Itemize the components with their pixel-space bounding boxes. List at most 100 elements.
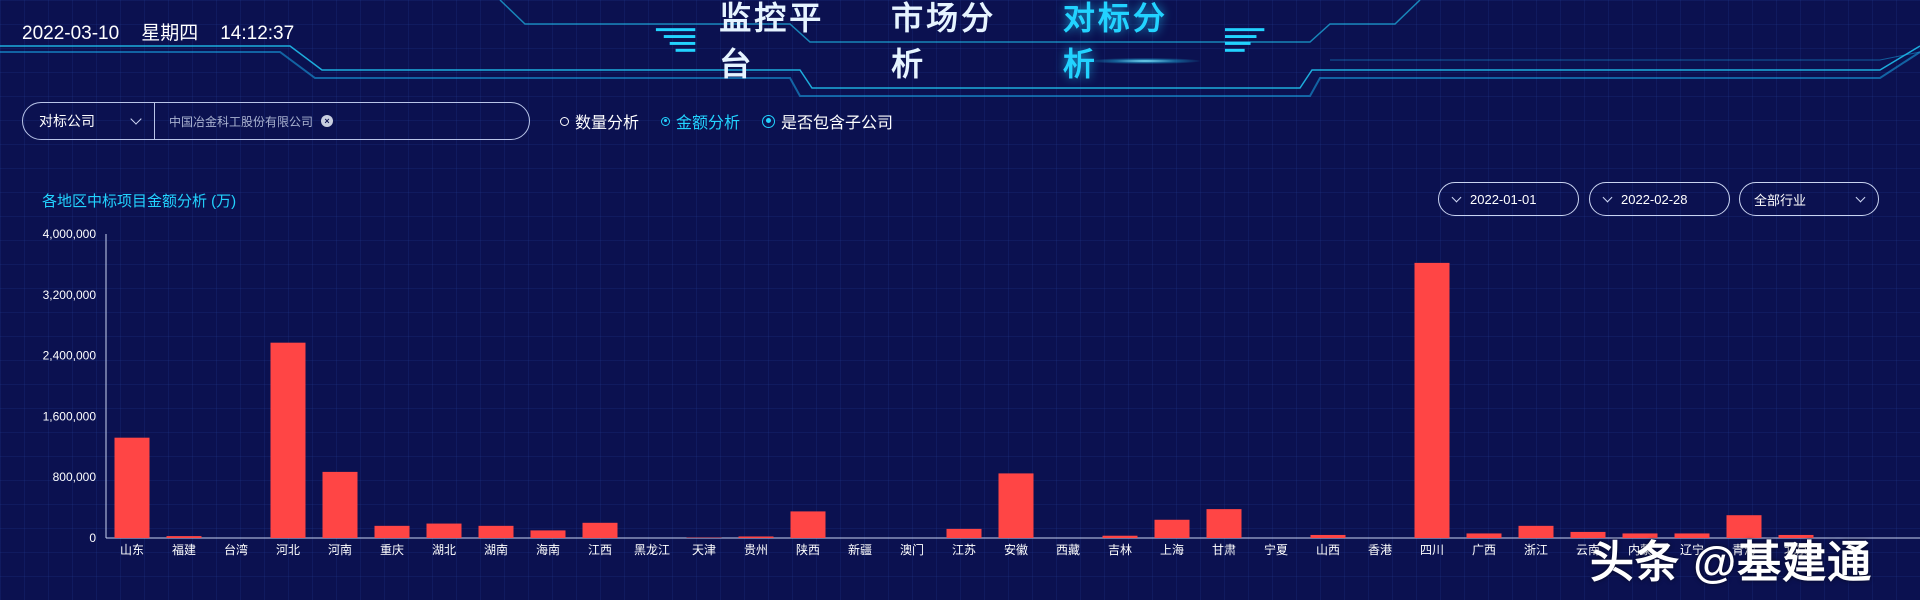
bar[interactable] <box>582 522 618 538</box>
include-subsidiary-label: 是否包含子公司 <box>781 115 894 132</box>
y-tick-label: 3,200,000 <box>43 288 97 302</box>
clear-icon[interactable]: × <box>321 115 334 127</box>
bar[interactable] <box>530 530 566 538</box>
end-date-picker[interactable]: 2022-02-28 <box>1589 182 1730 216</box>
bar[interactable] <box>270 342 306 538</box>
watermark-text: 头条 @基建通 <box>1590 538 1873 587</box>
title-bar: 监控平台 市场分析 对标分析 <box>650 0 1270 82</box>
y-tick-label: 1,600,000 <box>43 409 97 423</box>
x-tick-label: 天津 <box>692 543 716 557</box>
bar[interactable] <box>322 471 358 538</box>
x-tick-label: 甘肃 <box>1212 543 1236 557</box>
bar[interactable] <box>1518 525 1554 538</box>
x-tick-label: 香港 <box>1368 543 1392 557</box>
end-date-value: 2022-02-28 <box>1621 191 1688 207</box>
bar[interactable] <box>1622 533 1658 538</box>
bar[interactable] <box>946 528 982 538</box>
bar[interactable] <box>114 437 150 538</box>
bar[interactable] <box>478 525 514 538</box>
x-tick-label: 广西 <box>1472 543 1496 557</box>
x-tick-label: 四川 <box>1420 543 1444 557</box>
x-tick-label: 上海 <box>1160 542 1184 557</box>
x-tick-label: 江苏 <box>952 543 976 557</box>
bar[interactable] <box>166 536 202 538</box>
x-tick-label: 宁夏 <box>1264 542 1288 557</box>
x-tick-label: 湖南 <box>484 542 508 557</box>
bar[interactable] <box>1414 262 1450 538</box>
tab-benchmark-analysis[interactable]: 对标分析 <box>1062 0 1168 82</box>
company-input[interactable]: 中国冶金科工股份有限公司 × <box>155 113 334 130</box>
bar[interactable] <box>1102 535 1138 538</box>
start-date-picker[interactable]: 2022-01-01 <box>1438 182 1579 216</box>
amount-analysis-radio[interactable]: 金额分析 <box>661 109 740 133</box>
left-stripes-icon <box>655 28 696 52</box>
x-tick-label: 重庆 <box>380 543 404 557</box>
bar[interactable] <box>426 523 462 538</box>
bar[interactable] <box>374 525 410 538</box>
x-tick-label: 吉林 <box>1108 543 1132 557</box>
x-tick-label: 浙江 <box>1524 543 1548 557</box>
analysis-options: 数量分析 金额分析 是否包含子公司 <box>560 109 893 133</box>
company-filter: 对标公司 中国冶金科工股份有限公司 × <box>22 102 530 140</box>
datetime: 2022-03-10 星期四 14:12:37 <box>22 18 316 45</box>
date-text: 2022-03-10 <box>22 23 120 44</box>
company-type-label: 对标公司 <box>39 113 95 129</box>
bar[interactable] <box>1310 534 1346 538</box>
x-tick-label: 海南 <box>536 542 560 557</box>
bar[interactable] <box>790 511 826 538</box>
start-date-value: 2022-01-01 <box>1470 191 1537 207</box>
x-tick-label: 山东 <box>120 543 144 557</box>
y-tick-label: 800,000 <box>53 470 97 484</box>
x-tick-label: 黑龙江 <box>634 543 670 557</box>
company-value: 中国冶金科工股份有限公司 <box>169 114 314 129</box>
x-tick-label: 安徽 <box>1004 542 1028 557</box>
include-subsidiary-toggle[interactable]: 是否包含子公司 <box>762 109 893 133</box>
x-tick-label: 云南 <box>1576 542 1600 557</box>
time-text: 14:12:37 <box>220 23 295 44</box>
bar[interactable] <box>1206 509 1242 538</box>
header-frame <box>0 0 1920 97</box>
x-tick-label: 山西 <box>1316 543 1340 557</box>
x-tick-label: 贵州 <box>744 543 768 557</box>
tab-market-analysis[interactable]: 市场分析 <box>891 0 997 82</box>
amount-analysis-label: 金额分析 <box>676 115 741 132</box>
x-tick-label: 河北 <box>276 543 300 557</box>
radio-selected-icon <box>762 114 776 128</box>
count-analysis-radio[interactable]: 数量分析 <box>560 109 639 133</box>
bar[interactable] <box>738 536 774 538</box>
bar[interactable] <box>1726 515 1762 538</box>
y-tick-label: 0 <box>89 531 96 545</box>
bar[interactable] <box>1778 534 1814 538</box>
x-tick-label: 河南 <box>328 542 352 557</box>
bar[interactable] <box>1674 533 1710 538</box>
x-tick-label: 西藏 <box>1056 543 1080 557</box>
right-stripes-icon <box>1224 28 1265 52</box>
x-tick-label: 湖北 <box>432 542 456 557</box>
x-tick-label: 辽宁 <box>1680 542 1704 557</box>
bar[interactable] <box>1570 531 1606 538</box>
radio-selected-icon <box>661 116 671 126</box>
x-tick-label: 福建 <box>172 542 196 557</box>
x-tick-label: 内蒙 <box>1628 543 1652 557</box>
x-tick-label: 北京 <box>1784 543 1808 557</box>
radio-icon <box>560 116 569 126</box>
y-tick-label: 2,400,000 <box>43 349 97 363</box>
x-tick-label: 青海 <box>1732 542 1756 557</box>
bar[interactable] <box>1154 519 1190 538</box>
x-tick-label: 新疆 <box>848 542 872 557</box>
count-analysis-label: 数量分析 <box>575 115 640 132</box>
y-tick-label: 4,000,000 <box>43 227 97 241</box>
x-tick-label: 陕西 <box>796 542 820 557</box>
company-type-select[interactable]: 对标公司 <box>23 103 155 139</box>
bar[interactable] <box>1466 533 1502 538</box>
chart-title: 各地区中标项目金额分析 (万) <box>42 193 237 210</box>
bar[interactable] <box>998 473 1034 538</box>
x-tick-label: 台湾 <box>224 542 248 557</box>
weekday-text: 星期四 <box>141 23 199 44</box>
tab-monitor-platform[interactable]: 监控平台 <box>719 0 825 82</box>
x-tick-label: 江西 <box>588 543 612 557</box>
active-tab-glow <box>1090 58 1200 64</box>
x-tick-label: 澳门 <box>900 542 924 557</box>
industry-select[interactable]: 全部行业 <box>1739 182 1879 216</box>
